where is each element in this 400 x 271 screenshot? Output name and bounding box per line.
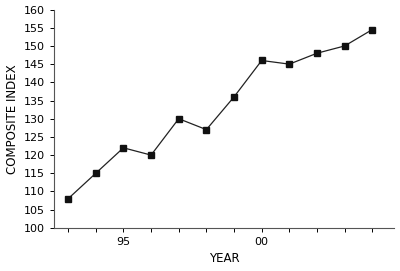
Y-axis label: COMPOSITE INDEX: COMPOSITE INDEX bbox=[6, 64, 18, 173]
X-axis label: YEAR: YEAR bbox=[209, 253, 240, 265]
